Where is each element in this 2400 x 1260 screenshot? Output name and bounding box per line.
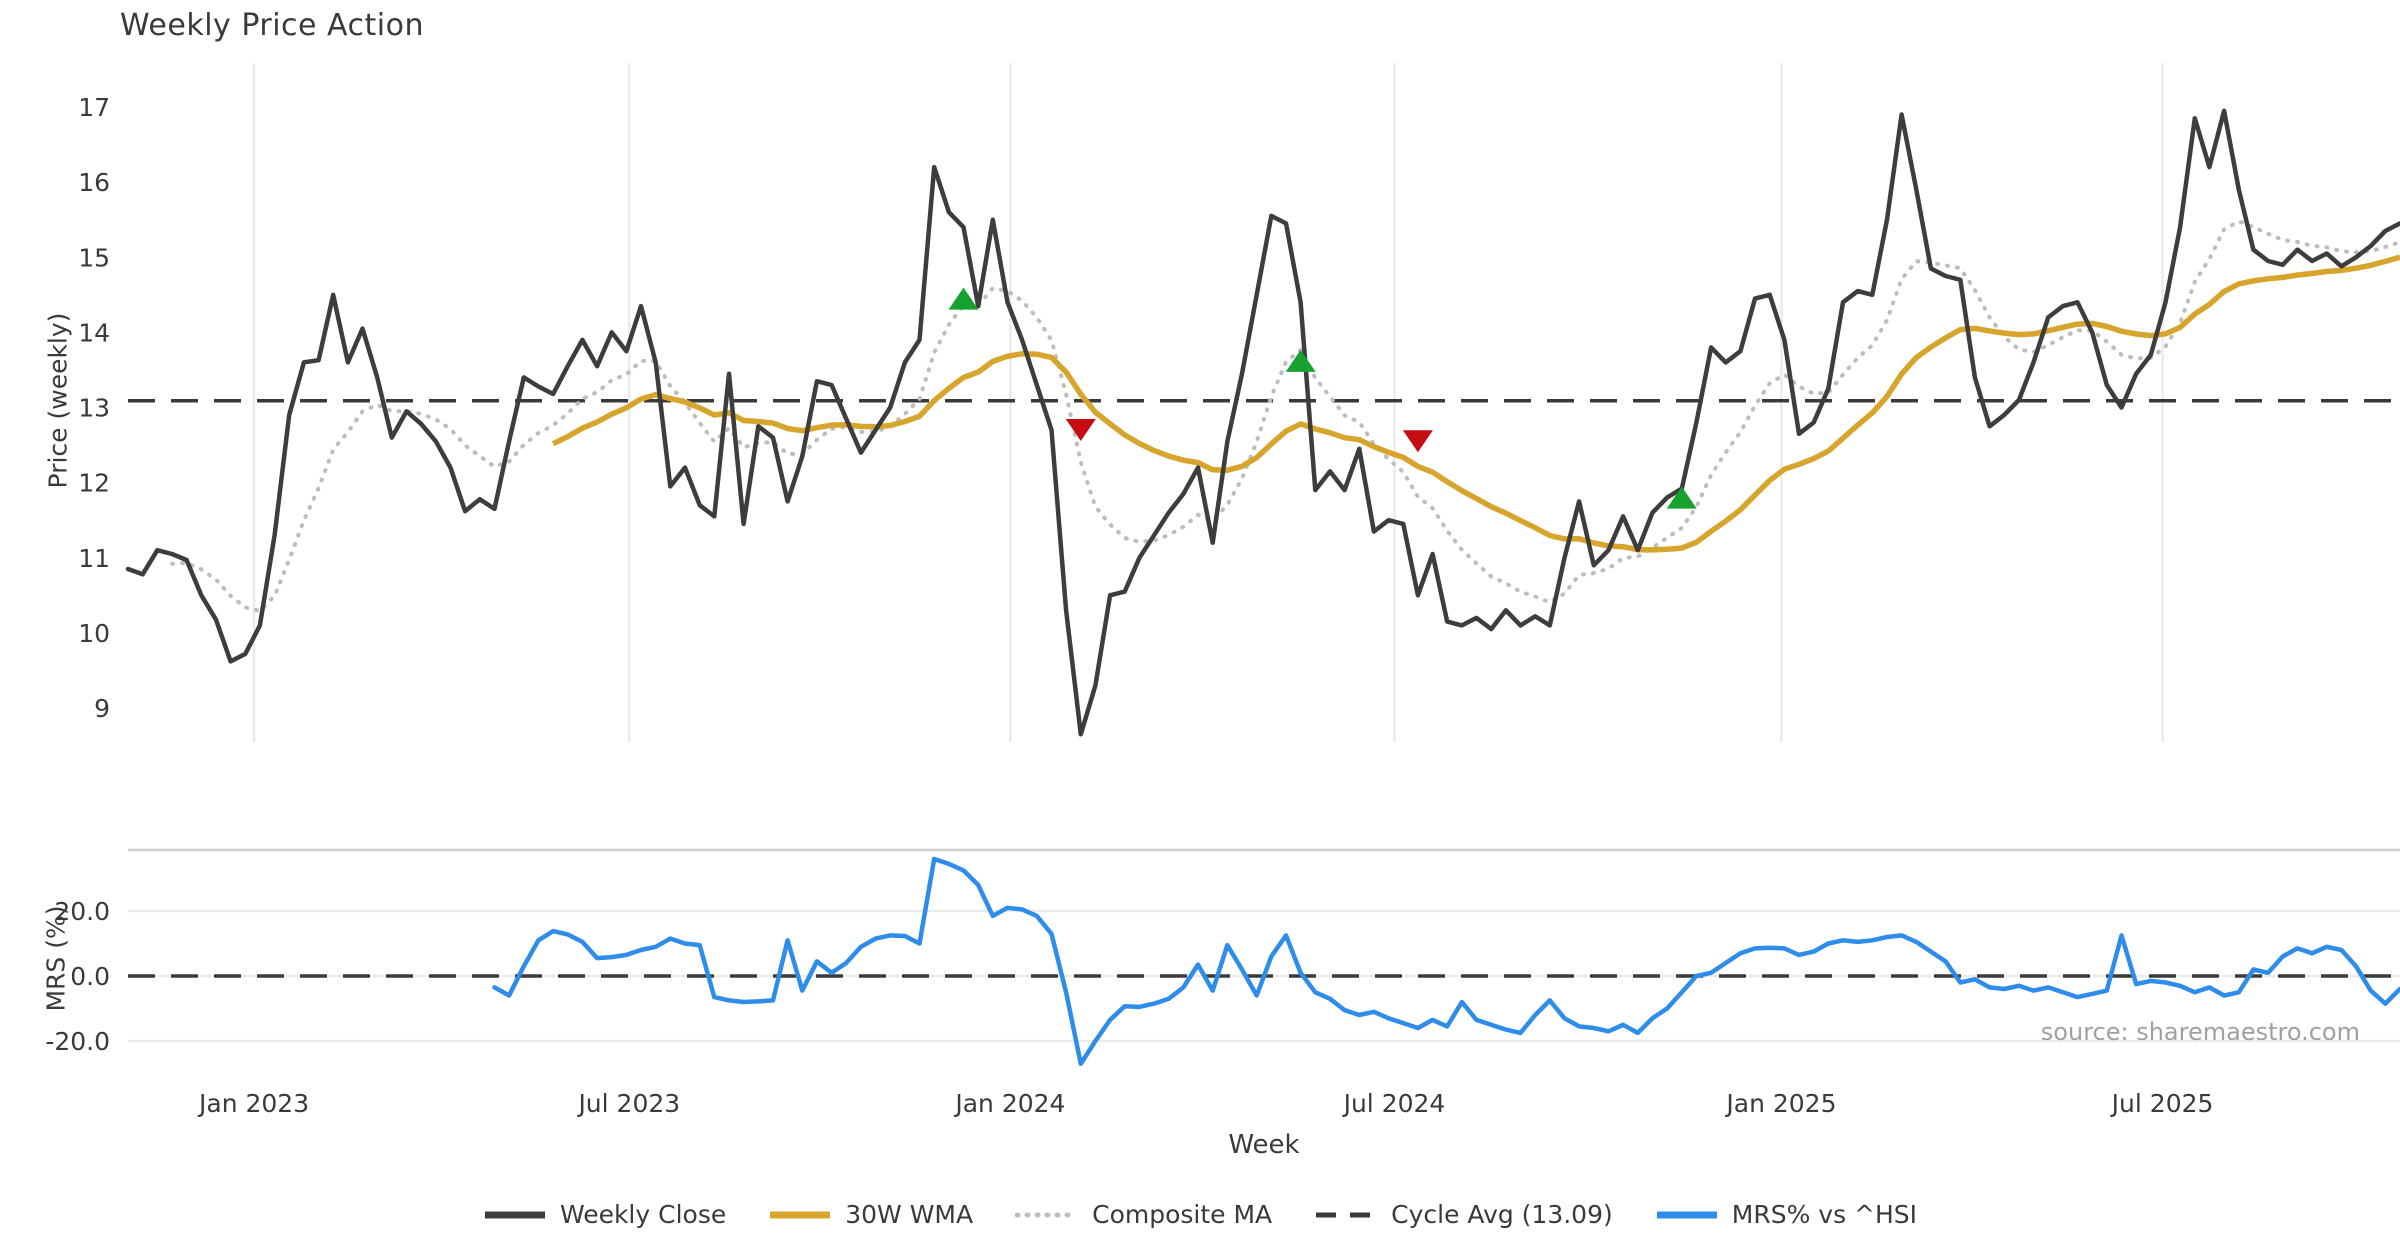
price-tick-label: 9 [94,694,110,723]
price-tick-label: 17 [78,93,110,122]
sell-marker-icon [1065,419,1096,442]
legend-label: MRS% vs ^HSI [1731,1200,1918,1229]
x-axis-label: Week [1228,1130,1300,1160]
mrs-tick-label: -20.0 [45,1027,110,1056]
legend-swatch-solid-icon [1656,1211,1717,1218]
chart-legend: Weekly Close 30W WMA Composite MA Cycle Avg… [0,1200,2400,1229]
legend-label: 30W WMA [845,1200,974,1229]
price-axis-label: Price (weekly) [43,312,73,489]
price-tick-label: 14 [78,318,110,347]
legend-swatch-dotted-icon [1015,1212,1080,1217]
x-tick-label: Jan 2024 [953,1089,1065,1118]
legend-item: 30W WMA [768,1200,973,1229]
price-tick-label: 13 [78,394,110,423]
legend-swatch-solid-icon [770,1211,831,1218]
price-tick-label: 12 [78,469,110,498]
legend-swatch-dashed-icon [1316,1212,1377,1217]
mrs-tick-label: 0.0 [70,962,110,991]
legend-label: Composite MA [1092,1200,1273,1229]
buy-marker-icon [1666,486,1697,509]
x-tick-label: Jul 2024 [1342,1089,1446,1118]
legend-label: Weekly Close [559,1200,727,1229]
buy-marker-icon [948,287,979,310]
mrs-line [492,856,2400,1067]
legend-item: MRS% vs ^HSI [1655,1200,1917,1229]
x-tick-label: Jan 2025 [1724,1089,1836,1118]
sell-marker-icon [1402,430,1433,453]
price-tick-label: 11 [78,544,110,573]
source-attribution: source: sharemaestro.com [2040,1018,2360,1046]
composite-ma-line [170,219,2400,614]
legend-item: Cycle Avg (13.09) [1314,1200,1613,1229]
legend-item: Weekly Close [483,1200,726,1229]
x-tick-label: Jan 2023 [197,1089,309,1118]
price-tick-label: 10 [78,619,110,648]
price-tick-label: 15 [78,243,110,272]
chart-title: Weekly Price Action [120,8,424,43]
weekly-close-line [125,108,2400,737]
price-tick-label: 16 [78,168,110,197]
legend-label: Cycle Avg (13.09) [1391,1200,1613,1229]
x-tick-label: Jul 2025 [2110,1089,2214,1118]
x-tick-label: Jul 2023 [576,1089,680,1118]
mrs-tick-label: 20.0 [54,897,110,926]
mrs-axis-label: MRS (%) [41,905,71,1012]
buy-marker-icon [1285,349,1316,372]
legend-swatch-solid-icon [484,1211,545,1218]
legend-item: Composite MA [1015,1200,1272,1229]
wma-30w-line [551,254,2400,553]
